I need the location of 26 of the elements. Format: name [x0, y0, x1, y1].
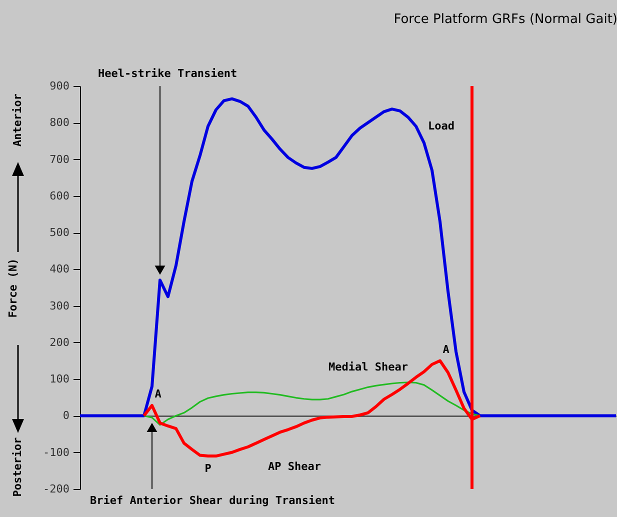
y-tick-label: 0 — [62, 409, 70, 422]
y-tick-label: 200 — [50, 336, 70, 349]
series-label: Load — [428, 119, 454, 132]
y-tick-label: -200 — [43, 482, 70, 496]
y-tick-label: 800 — [50, 116, 70, 130]
text: Brief Anterior Shear during Transient — [90, 494, 336, 507]
y-tick-label: 500 — [50, 226, 70, 240]
line-series — [78, 97, 617, 418]
y-tick-label: 700 — [50, 152, 70, 166]
y-tick-label: 600 — [50, 189, 70, 202]
text: Heel-strike Transient — [98, 67, 238, 80]
annotation: A — [154, 387, 162, 400]
series-label: AP Shear — [268, 460, 322, 473]
y-tick-label: -100 — [43, 446, 70, 459]
y-tick-label: 400 — [50, 262, 70, 276]
y-tick-label: 300 — [50, 299, 70, 312]
y-axis-title: Force (N) — [6, 258, 20, 318]
y-tick-label: 900 — [50, 80, 70, 92]
text: Posterior — [11, 436, 24, 497]
y-tick-label: 100 — [50, 372, 70, 386]
line-series — [143, 382, 481, 426]
annotation: P — [204, 462, 212, 476]
chart-title: Force Platform GRFs (Normal Gait) — [394, 12, 617, 27]
annotation: A — [442, 342, 450, 356]
text: Anterior — [11, 93, 24, 146]
series-label: Medial Shear — [328, 360, 408, 374]
